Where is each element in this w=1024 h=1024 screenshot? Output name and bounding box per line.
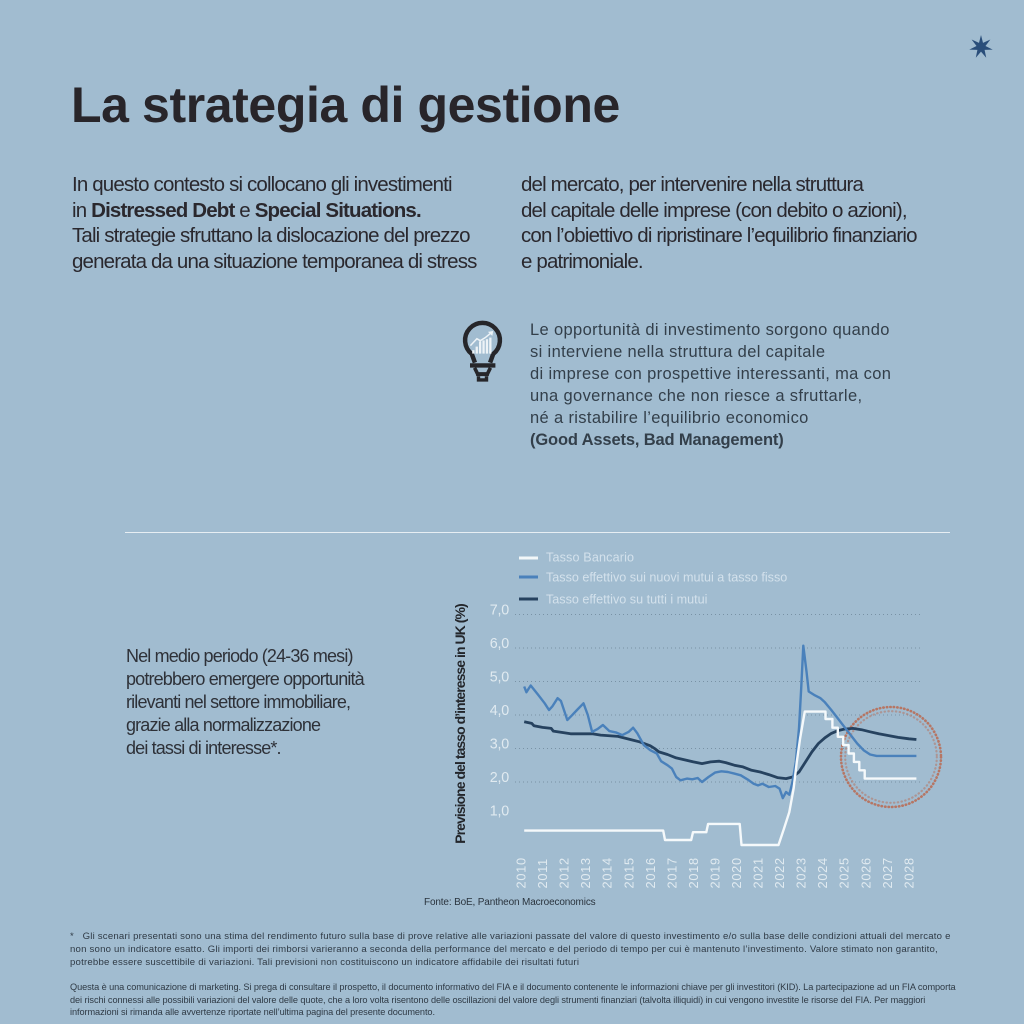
svg-text:7,0: 7,0 — [490, 603, 510, 619]
svg-text:2018: 2018 — [686, 857, 701, 888]
svg-text:6,0: 6,0 — [490, 636, 510, 652]
svg-text:2019: 2019 — [708, 857, 723, 888]
svg-text:2022: 2022 — [772, 857, 787, 888]
svg-text:1,0: 1,0 — [490, 804, 510, 820]
svg-text:2012: 2012 — [557, 857, 572, 888]
svg-text:2026: 2026 — [858, 857, 873, 888]
svg-text:2024: 2024 — [815, 857, 830, 888]
svg-text:2027: 2027 — [880, 857, 895, 888]
svg-text:4,0: 4,0 — [490, 703, 510, 719]
svg-text:2015: 2015 — [621, 857, 636, 888]
svg-text:2016: 2016 — [643, 857, 658, 888]
svg-text:2020: 2020 — [729, 857, 744, 888]
svg-text:2023: 2023 — [794, 857, 809, 888]
svg-text:3,0: 3,0 — [490, 737, 510, 753]
svg-text:2,0: 2,0 — [490, 770, 510, 786]
svg-text:5,0: 5,0 — [490, 670, 510, 686]
svg-text:2013: 2013 — [578, 857, 593, 888]
svg-text:2010: 2010 — [514, 857, 529, 888]
svg-text:2011: 2011 — [535, 858, 550, 888]
svg-text:2025: 2025 — [837, 857, 852, 888]
svg-text:2021: 2021 — [751, 857, 766, 888]
svg-text:2017: 2017 — [664, 857, 679, 888]
svg-text:Tasso effettivo su tutti i mut: Tasso effettivo su tutti i mutui — [546, 593, 707, 607]
svg-text:2028: 2028 — [901, 857, 916, 888]
svg-text:Tasso Bancario: Tasso Bancario — [546, 551, 634, 565]
svg-text:2014: 2014 — [600, 857, 615, 888]
svg-text:Tasso effettivo sui nuovi mutu: Tasso effettivo sui nuovi mutui a tasso … — [546, 571, 787, 585]
